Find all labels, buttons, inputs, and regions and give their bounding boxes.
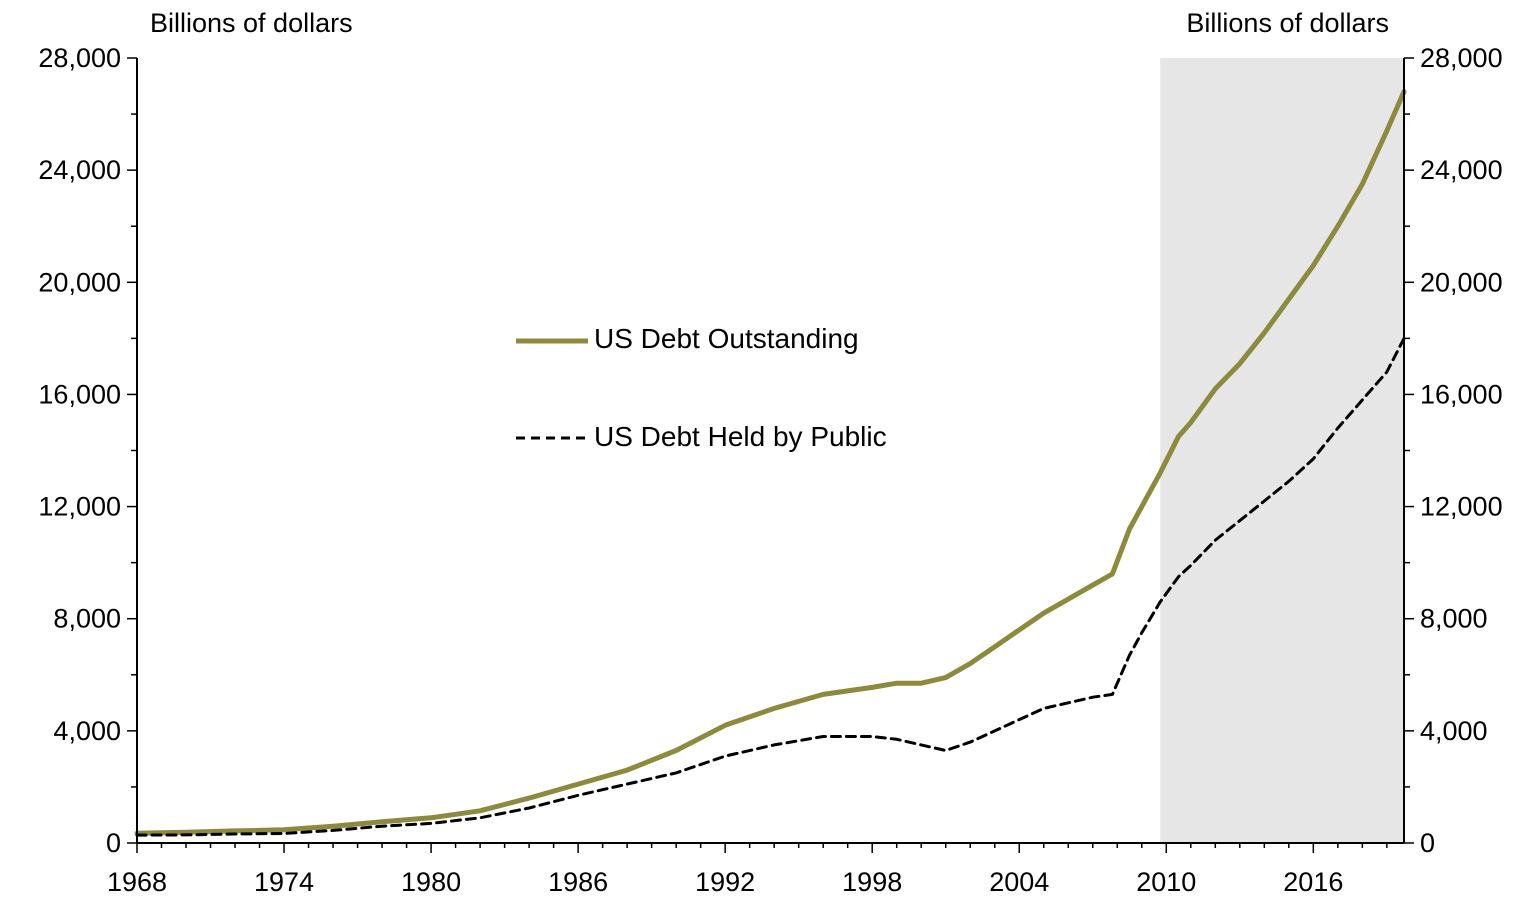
series-line-debt-held-by-public <box>135 336 1406 837</box>
x-tick-label: 2004 <box>989 867 1049 897</box>
y-tick-label-left: 4,000 <box>53 716 121 746</box>
y-tick-label-right: 0 <box>1420 828 1435 858</box>
y-tick-label-left: 24,000 <box>38 155 121 185</box>
right-axis-unit-label: Billions of dollars <box>1186 8 1389 38</box>
y-tick-label-left: 16,000 <box>38 379 121 409</box>
legend-swatches <box>516 338 588 440</box>
x-tick-label: 1986 <box>548 867 608 897</box>
y-tick-label-right: 16,000 <box>1420 379 1503 409</box>
x-tick-label: 2010 <box>1136 867 1196 897</box>
series-layer <box>134 89 1407 837</box>
y-tick-label-right: 12,000 <box>1420 492 1503 522</box>
y-tick-label-left: 12,000 <box>38 492 121 522</box>
y-tick-label-right: 8,000 <box>1420 604 1488 634</box>
x-tick-label: 1980 <box>401 867 461 897</box>
left-axis-unit-label: Billions of dollars <box>150 8 353 38</box>
x-tick-label: 1974 <box>254 867 314 897</box>
y-tick-label-left: 8,000 <box>53 604 121 634</box>
y-tick-label-left: 20,000 <box>38 267 121 297</box>
y-tick-label-left: 28,000 <box>38 43 121 73</box>
x-tick-label: 1968 <box>107 867 167 897</box>
shaded-forecast-region <box>1160 58 1404 843</box>
y-tick-label-left: 0 <box>106 828 121 858</box>
axes-layer: 0 0 4,000 4,000 8,000 8,000 12,000 12,000 16,000… <box>38 43 1502 897</box>
x-tick-label: 2016 <box>1283 867 1343 897</box>
series-line-debt-outstanding <box>134 89 1407 836</box>
y-tick-label-right: 28,000 <box>1420 43 1503 73</box>
y-tick-label-right: 20,000 <box>1420 267 1503 297</box>
x-tick-label: 1998 <box>842 867 902 897</box>
x-tick-label: 1992 <box>695 867 755 897</box>
y-tick-label-right: 4,000 <box>1420 716 1488 746</box>
legend-label-debt-outstanding: US Debt Outstanding <box>594 323 859 354</box>
y-tick-label-right: 24,000 <box>1420 155 1503 185</box>
legend-label-debt-held-by-public: US Debt Held by Public <box>594 421 887 452</box>
